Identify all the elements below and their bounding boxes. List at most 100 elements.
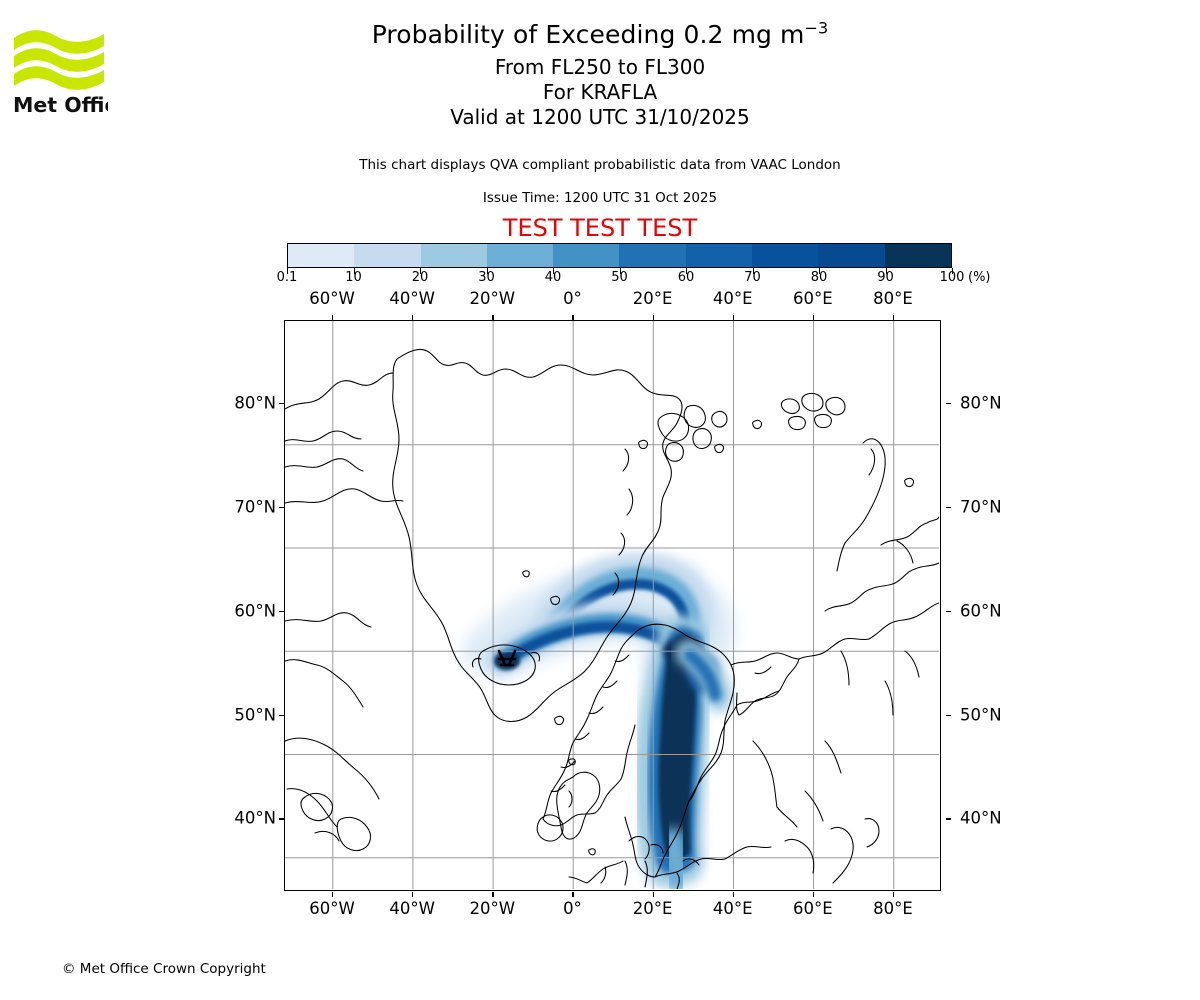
lon-tick-label-bottom-20°W: 20°W — [469, 899, 516, 918]
lon-tick-label-bottom-60°E: 60°E — [792, 899, 833, 918]
lon-tick-label-bottom-40°W: 40°W — [389, 899, 435, 918]
lat-tick-label-right-60°N: 60°N — [960, 601, 1002, 621]
lat-tick-mark-left-80°N — [279, 403, 284, 405]
colorbar-label-30: 30 — [478, 270, 495, 285]
map-canvas — [285, 321, 939, 889]
lon-tick-label-top-20°E: 20°E — [632, 289, 673, 308]
lon-tick-mark-bottom-60°E — [812, 892, 815, 897]
lon-tick-label-top-0°: 0° — [563, 289, 582, 308]
colorbar-band-5 — [619, 244, 686, 267]
lon-tick-mark-top-40°W — [412, 315, 414, 320]
lat-tick-label-left-50°N: 50°N — [234, 705, 276, 724]
colorbar-label-0.1: 0.1 — [276, 270, 298, 285]
lon-tick-mark-top-20°W — [492, 315, 494, 320]
lon-tick-label-bottom-60°W: 60°W — [309, 899, 355, 918]
lat-tick-mark-right-80°N — [946, 403, 951, 405]
page-title-exponent: −3 — [804, 18, 829, 38]
colorbar-band-8 — [818, 244, 885, 267]
colorbar-tick-70 — [752, 268, 754, 274]
lon-tick-label-bottom-20°E: 20°E — [632, 899, 673, 918]
longitude-axis-top: 60°W 40°W 20°W 0° 20°E 40°E 60°E 80°E — [284, 289, 941, 320]
plume-scandinavia-column-core — [658, 633, 698, 861]
colorbar-tick-30 — [486, 268, 488, 274]
lat-tick-label-right-40°N: 40°N — [960, 808, 1002, 828]
lon-tick-mark-top-0° — [572, 315, 574, 320]
lon-tick-label-bottom-80°E: 80°E — [873, 899, 913, 918]
lon-tick-label-top-60°W: 60°W — [309, 289, 355, 308]
lat-tick-label-right-70°N: 70°N — [960, 497, 1002, 517]
colorbar-band-2 — [420, 244, 487, 267]
lat-tick-label-left-70°N: 70°N — [234, 497, 276, 517]
lon-tick-mark-bottom-20°E — [652, 892, 654, 897]
lat-tick-mark-left-70°N — [279, 506, 284, 509]
issue-time-label: Issue Time: 1200 UTC 31 Oct 2025 — [482, 190, 718, 206]
colorbar-label-70: 70 — [744, 270, 761, 285]
colorbar-tick-50 — [619, 268, 621, 274]
lon-tick-mark-bottom-0° — [572, 892, 574, 897]
longitude-axis-bottom: 60°W 40°W 20°W 0° 20°E 40°E 60°E 80°E — [284, 892, 941, 919]
lon-tick-mark-bottom-80°E — [892, 892, 895, 897]
colorbar-tick-0.1 — [287, 268, 289, 274]
colorbar-band-0 — [288, 244, 355, 267]
logo-wordmark: Met Office — [13, 93, 108, 116]
lat-tick-mark-right-70°N — [946, 506, 951, 509]
map-plot-area — [284, 320, 941, 891]
colorbar-label-50: 50 — [611, 270, 628, 285]
copyright-notice: © Met Office Crown Copyright — [62, 961, 266, 977]
lon-tick-label-top-80°E: 80°E — [873, 289, 913, 308]
colorbar-band-7 — [752, 244, 819, 267]
map-gridlines — [285, 321, 939, 889]
colorbar-label-40: 40 — [544, 270, 562, 285]
lon-tick-label-bottom-40°E: 40°E — [712, 899, 753, 918]
lat-tick-mark-left-50°N — [279, 714, 284, 716]
colorbar-tick-20 — [420, 268, 422, 274]
lat-tick-label-right-80°N: 80°N — [960, 393, 1002, 413]
lat-tick-mark-right-60°N — [946, 610, 951, 612]
lat-tick-mark-left-60°N — [279, 610, 284, 612]
lon-tick-mark-top-20°E — [652, 315, 654, 320]
logo-waves — [14, 30, 104, 90]
colorbar-label-80: 80 — [810, 270, 828, 285]
lon-tick-mark-bottom-40°W — [412, 892, 414, 897]
colorbar-label-100: 100 — [939, 270, 965, 285]
lon-tick-label-bottom-0°: 0° — [563, 899, 582, 918]
colorbar-bands — [287, 243, 952, 268]
plume-eastern-spur-core — [683, 648, 722, 702]
lat-tick-mark-right-40°N — [946, 818, 951, 820]
latitude-axis-right: 40°N 50°N 60°N 70°N 80°N — [946, 320, 1002, 891]
lat-tick-label-left-80°N: 80°N — [234, 393, 276, 413]
lon-tick-label-top-60°E: 60°E — [792, 289, 833, 308]
lon-tick-mark-top-60°E — [812, 315, 815, 320]
lon-tick-label-top-20°W: 20°W — [469, 289, 516, 308]
colorbar-tick-10 — [353, 268, 355, 274]
volcano-source-marker — [497, 649, 517, 667]
latitude-axis-left: 40°N 50°N 60°N 70°N 80°N — [234, 320, 284, 891]
colorbar-band-9 — [884, 244, 951, 267]
met-office-logo: Met Office — [12, 24, 108, 116]
lat-tick-mark-left-40°N — [279, 818, 284, 820]
colorbar-label-60: 60 — [677, 270, 695, 285]
colorbar-tick-100 — [952, 268, 954, 274]
colorbar-tick-90 — [885, 268, 887, 274]
plume-source-patch — [494, 652, 520, 670]
colorbar-tick-labels: 0.1 10 20 30 40 50 60 70 80 90 100 — [277, 270, 965, 288]
map-coastlines — [285, 348, 939, 889]
probability-colorbar — [287, 243, 952, 268]
plume-northern-arc-mid — [547, 567, 701, 643]
colorbar-label-90: 90 — [877, 270, 894, 285]
lon-tick-mark-top-60°W — [332, 315, 334, 320]
valid-time-line: Valid at 1200 UTC 31/10/2025 — [450, 105, 750, 129]
ash-plume-layer — [463, 552, 735, 889]
lon-tick-mark-top-80°E — [892, 315, 895, 320]
test-banner: TEST TEST TEST — [502, 214, 698, 242]
colorbar-band-1 — [354, 244, 421, 267]
lon-tick-label-top-40°W: 40°W — [389, 289, 435, 308]
page-title-text: Probability of Exceeding 0.2 mg m — [371, 20, 805, 49]
page-title: Probability of Exceeding 0.2 mg m−3 — [0, 18, 1200, 49]
lon-tick-label-top-40°E: 40°E — [712, 289, 753, 308]
lon-tick-mark-bottom-20°W — [492, 892, 494, 897]
colorbar-band-6 — [685, 244, 753, 267]
colorbar-tick-80 — [819, 268, 821, 274]
lon-tick-mark-top-40°E — [732, 315, 734, 320]
colorbar-band-4 — [553, 244, 620, 267]
